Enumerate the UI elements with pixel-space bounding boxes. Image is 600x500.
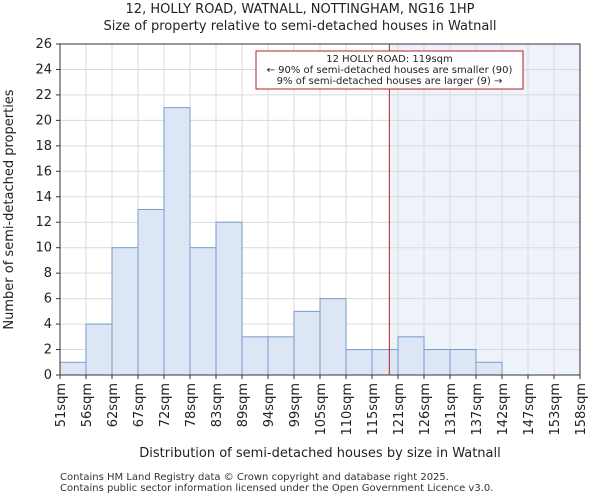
x-tick-label-83sqm: 83sqm [210,383,225,427]
y-tick-label-2: 2 [44,343,52,358]
bar-72sqm [163,107,191,376]
bar-62sqm [111,247,139,376]
annotation-frame [255,50,524,90]
bar-131sqm [449,349,477,376]
x-tick-label-137sqm: 137sqm [470,383,485,436]
bar-115sqm [371,349,399,376]
x-tick-label-126sqm: 126sqm [418,383,433,436]
y-tick-label-18: 18 [35,139,52,154]
x-tick-label-105sqm: 105sqm [314,383,329,436]
x-tick-label-153sqm: 153sqm [548,383,563,436]
x-tick-label-110sqm: 110sqm [340,383,355,436]
footer-line-2: Contains public sector information licen… [60,483,494,494]
x-axis-label: Distribution of semi-detached houses by … [139,446,500,461]
bar-83sqm [215,221,243,376]
x-tick-label-131sqm: 131sqm [444,383,459,436]
bar-89sqm [241,336,269,376]
y-tick-label-8: 8 [44,266,52,281]
chart-subtitle: Size of property relative to semi-detach… [103,19,497,34]
chart-title: 12, HOLLY ROAD, WATNALL, NOTTINGHAM, NG1… [125,2,475,17]
bar-121sqm [397,336,425,376]
bar-51sqm [59,361,87,376]
bar-56sqm [85,323,113,376]
footer-line-1: Contains HM Land Registry data © Crown c… [60,472,449,483]
x-tick-label-94sqm: 94sqm [262,383,277,427]
y-tick-label-20: 20 [35,113,52,128]
x-tick-label-72sqm: 72sqm [158,383,173,427]
x-tick-label-78sqm: 78sqm [184,383,199,427]
larger-region-highlight [389,44,580,375]
x-tick-label-67sqm: 67sqm [132,383,147,427]
y-axis-label: Number of semi-detached properties [2,89,17,329]
x-tick-label-158sqm: 158sqm [574,383,589,436]
bar-78sqm [189,247,217,376]
bar-94sqm [267,336,295,376]
y-tick-label-10: 10 [35,241,52,256]
x-tick-label-147sqm: 147sqm [522,383,537,436]
bar-105sqm [319,298,347,376]
y-tick-label-4: 4 [44,317,52,332]
y-tick-label-22: 22 [35,88,52,103]
x-ticks: 51sqm 56sqm 62sqm 67sqm 72sqm 78sqm 83sqm 89sqm… [54,375,589,436]
x-tick-label-51sqm: 51sqm [54,383,69,427]
x-tick-label-62sqm: 62sqm [106,383,121,427]
y-tick-label-6: 6 [44,292,52,307]
x-tick-label-142sqm: 142sqm [496,383,511,436]
bars [59,107,503,376]
annotation-line-3: 9% of semi-detached houses are larger (9… [277,76,503,87]
y-tick-label-14: 14 [35,190,52,205]
y-tick-label-0: 0 [44,368,52,383]
bar-67sqm [137,209,165,376]
y-tick-label-12: 12 [35,215,52,230]
annotation-box: 12 HOLLY ROAD: 119sqm ← 90% of semi-deta… [255,50,524,90]
y-tick-label-16: 16 [35,164,52,179]
x-tick-label-99sqm: 99sqm [288,383,303,427]
x-tick-label-56sqm: 56sqm [80,383,95,427]
x-tick-label-121sqm: 121sqm [392,383,407,436]
plot-frame [59,43,581,376]
bar-137sqm [475,361,503,376]
y-tick-label-24: 24 [35,62,52,77]
bar-99sqm [293,310,321,376]
bar-110sqm [345,349,373,376]
x-tick-label-115sqm: 115sqm [366,383,381,436]
annotation-line-2: ← 90% of semi-detached houses are smalle… [267,65,513,76]
y-tick-label-26: 26 [35,37,52,52]
bar-126sqm [423,349,451,376]
x-tick-label-89sqm: 89sqm [236,383,251,427]
annotation-line-1: 12 HOLLY ROAD: 119sqm [326,54,453,65]
